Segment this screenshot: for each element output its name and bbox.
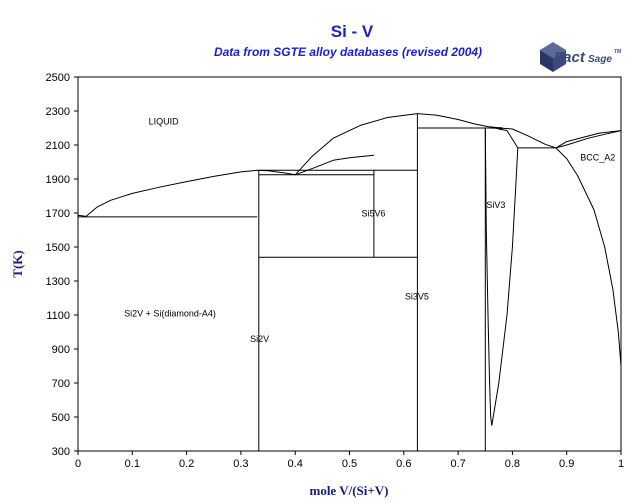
x-axis: 0 0.1 0.2 0.3 0.4 0.5 0.6 0.7 0.8 0.9 1: [75, 451, 624, 470]
y-tick-label: 1500: [46, 242, 70, 254]
region-label: Si2V + Si(diamond-A4): [124, 309, 216, 319]
y-tick-label: 300: [52, 446, 70, 458]
logo-fact-text: Fact: [554, 49, 586, 66]
y-tick-label: 1100: [46, 310, 70, 322]
x-tick-label: 0.3: [233, 458, 248, 470]
phase-boundaries: [77, 113, 622, 451]
y-tick-label: 1900: [46, 174, 70, 186]
x-tick-label: 0.8: [505, 458, 520, 470]
phase-region-labels: LIQUID BCC_A2 Si5V6 SiV3 Si3V5 Si2V + Si(diam…: [124, 117, 615, 345]
factsage-cube-icon: [540, 42, 566, 72]
x-axis-title: mole V/(Si+V): [309, 483, 388, 498]
x-tick-label: 0.9: [559, 458, 574, 470]
boundary-solidus-bcc: [555, 130, 622, 149]
region-label: Si3V5: [405, 292, 429, 302]
x-tick-label: 0.1: [125, 458, 140, 470]
boundary-liquidus-si-side: [77, 169, 296, 217]
region-label: SiV3: [486, 200, 505, 210]
y-tick-label: 1300: [46, 276, 70, 288]
boundary-bcc-solvus: [555, 147, 622, 367]
chart-title: Si - V: [331, 22, 374, 41]
y-tick-label: 1700: [46, 208, 70, 220]
logo-sage-text: Sage: [588, 54, 612, 65]
x-tick-label: 0.6: [396, 458, 411, 470]
x-tick-label: 0.4: [288, 458, 303, 470]
region-label: LIQUID: [149, 117, 180, 127]
y-tick-label: 900: [52, 344, 70, 356]
boundary-liquidus-si2v-si5v6: [295, 154, 374, 176]
plot-frame: [77, 76, 622, 452]
factsage-logo: Fact Sage TM: [540, 42, 622, 72]
boundary-si3-phase-left: [484, 127, 493, 426]
logo-trademark: TM: [614, 49, 622, 55]
x-tick-label: 0: [75, 458, 81, 470]
region-label: BCC_A2: [580, 152, 615, 162]
boundary-liquidus-bcc: [555, 130, 622, 149]
x-tick-label: 0.7: [450, 458, 465, 470]
y-tick-label: 500: [52, 412, 70, 424]
boundary-si3-phase-right: [491, 147, 519, 426]
boundary-liquidus-v-rich: [496, 127, 556, 149]
y-tick-label: 2100: [46, 140, 70, 152]
region-label: Si2V: [250, 334, 269, 344]
boundary-liquidus-si5v6-si3v5: [294, 113, 418, 176]
y-tick-label: 2300: [46, 106, 70, 118]
chart-subtitle: Data from SGTE alloy databases (revised …: [214, 45, 482, 59]
y-tick-label: 2500: [46, 72, 70, 84]
region-label: Si5V6: [361, 208, 385, 218]
y-axis-title: T(K): [10, 250, 25, 277]
y-axis: 300 500 700 900 1100 1300 1500 1700 1900 2100 2300…: [46, 72, 78, 458]
x-tick-label: 1: [618, 458, 624, 470]
boundary-liquidus-si3v5-top: [417, 113, 502, 129]
x-tick-label: 0.2: [179, 458, 194, 470]
x-tick-label: 0.5: [342, 458, 357, 470]
y-tick-label: 700: [52, 378, 70, 390]
